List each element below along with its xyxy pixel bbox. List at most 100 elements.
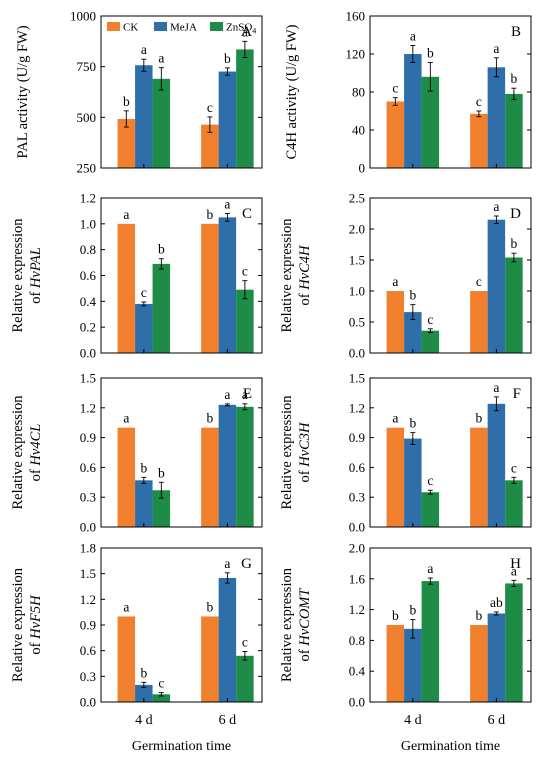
y-tick-label: 0.0 [349,695,365,710]
gene-name: Hv4CL [28,424,44,467]
bar-MeJA-4 d [404,628,422,702]
significance-letter: c [242,264,248,279]
bar-ZnSO4-4 d [152,694,171,702]
y-tick-label: 0.8 [80,242,96,257]
y-axis-label: PAL activity (U/g FW) [15,25,31,158]
y-tick-label: 1.0 [80,216,96,231]
bar-ZnSO4-6 d [505,583,523,702]
y-tick-label: 1.5 [80,566,96,581]
legend-label: CK [123,22,138,34]
significance-letter: c [392,81,398,96]
bar-ZnSO4-4 d [152,490,171,527]
x-axis-title: Germination time [401,739,500,754]
plot-frame [369,197,532,354]
bar-MeJA-4 d [404,438,422,527]
significance-letter: b [224,51,231,66]
y-tick-label: 0 [359,161,366,176]
plot-frame [100,377,263,528]
y-tick-label: 160 [346,9,366,24]
significance-letter: a [493,380,499,395]
y-tick-label: 40 [352,123,365,138]
y-tick-label: 1.5 [349,253,365,268]
significance-letter: a [410,28,416,43]
significance-letter: b [409,603,416,618]
significance-letter: a [242,387,248,402]
significance-letter: b [207,411,214,426]
gene-name: HvCOMT [297,588,313,647]
plot-frame [100,15,263,169]
y-tick-label: 0.6 [80,268,97,283]
y-axis-label-prefix: of [297,646,313,662]
significance-letter: b [476,608,483,623]
panel-letter: G [241,556,252,572]
legend-label-subscript: 4 [252,27,256,36]
significance-letter: c [476,274,482,289]
bar-MeJA-6 d [218,217,237,353]
panel-letter: D [510,206,521,222]
y-axis-label-line1: Relative expression [10,567,26,682]
y-tick-label: 250 [77,161,97,176]
significance-letter: b [158,465,165,480]
x-tick-label: 6 d [488,713,506,728]
y-axis-label-line2: of HvF5H [28,594,44,655]
y-tick-label: 1.2 [80,592,96,607]
bar-CK-6 d [201,616,219,702]
y-tick-label: 0.5 [349,315,365,330]
significance-letter: b [511,71,518,86]
y-tick-label: 1000 [70,9,96,24]
gene-name: HvF5H [28,594,44,640]
bar-CK-6 d [470,427,488,527]
y-tick-label: 1.2 [80,400,96,415]
bar-ZnSO4-6 d [505,93,523,168]
bar-MeJA-6 d [218,404,237,527]
y-axis-label-prefix: of [28,466,44,482]
y-tick-label: 0.3 [80,669,96,684]
bar-MeJA-4 d [135,684,153,702]
bar-ZnSO4-4 d [421,76,440,168]
significance-letter: a [123,411,129,426]
significance-letter: b [427,46,434,61]
bar-CK-6 d [470,625,488,702]
bar-ZnSO4-4 d [421,492,440,527]
bar-ZnSO4-6 d [236,655,254,702]
bar-CK-6 d [201,223,219,353]
significance-letter: ab [490,595,503,610]
x-axis-title: Germination time [132,739,231,754]
significance-letter: a [224,197,230,212]
legend-label: ZnSO4 [226,22,256,36]
y-tick-label: 0.6 [80,643,97,658]
significance-letter: c [427,312,433,327]
y-axis-label: C4H activity (U/g FW) [284,24,300,159]
bar-MeJA-6 d [487,613,506,702]
bar-MeJA-6 d [487,219,506,353]
bar-CK-4 d [386,625,405,702]
bar-MeJA-6 d [487,67,506,168]
y-tick-label: 0.3 [80,490,96,505]
bar-CK-4 d [386,101,405,168]
bar-MeJA-6 d [218,577,237,702]
y-tick-label: 0.4 [80,294,97,309]
significance-letter: a [511,563,517,578]
significance-letter: a [392,411,398,426]
legend-label-main: MeJA [170,22,197,34]
legend-swatch-CK [107,22,120,31]
bar-CK-4 d [117,616,136,702]
y-tick-label: 0.6 [80,460,97,475]
y-axis-label-prefix: of [28,639,44,655]
y-axis-label-prefix: of [297,290,313,306]
panel-G: a b b a c c 0.0 0.3 0.6 0.9 1.2 1.5 1.8 4 d 6 d G Relati… [10,541,263,728]
significance-letter: a [427,561,433,576]
x-tick-label: 6 d [219,713,237,728]
bar-CK-4 d [117,427,136,527]
significance-letter: a [493,199,499,214]
y-tick-label: 2.0 [349,222,365,237]
gene-name: HvC4H [297,244,313,291]
y-tick-label: 2.0 [349,541,365,556]
legend-label-main: ZnSO [226,22,252,34]
y-tick-label: 1.2 [349,602,365,617]
bar-ZnSO4-6 d [236,49,254,168]
y-tick-label: 0.9 [349,430,365,445]
panel-letter: B [511,24,521,40]
